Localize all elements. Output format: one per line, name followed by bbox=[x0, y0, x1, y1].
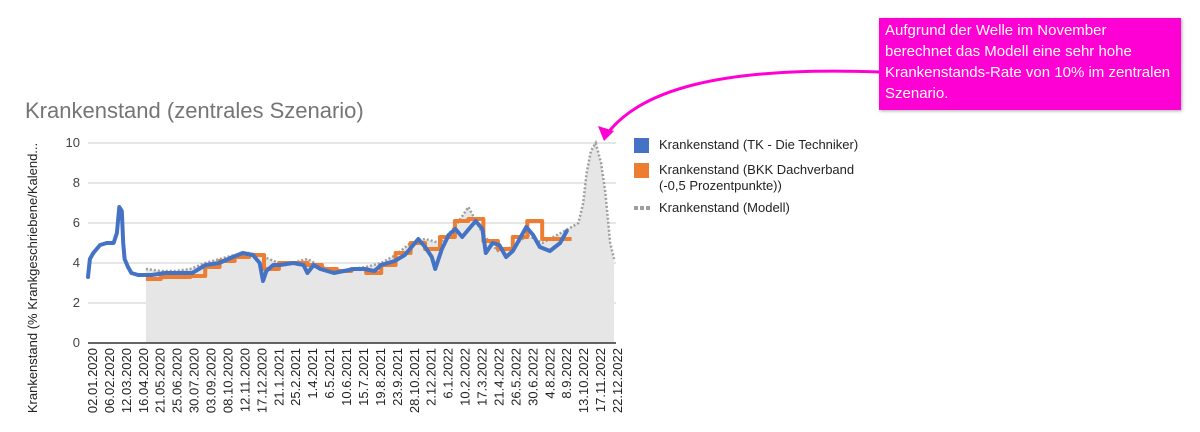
x-tick-label: 1.4.2021 bbox=[305, 348, 320, 399]
x-tick-label: 30.6.2022 bbox=[525, 348, 540, 406]
series-tk-line bbox=[86, 205, 569, 283]
x-tick-label: 25.2.2021 bbox=[288, 348, 303, 406]
legend-label-bkk: Krankenstand (BKK Dachverband (-0,5 Proz… bbox=[659, 162, 855, 193]
legend-label-modell: Krankenstand (Modell) bbox=[659, 200, 790, 215]
y-tick-label: 6 bbox=[73, 215, 80, 230]
x-tick-label: 10.6.2021 bbox=[339, 348, 354, 406]
x-tick-label: 8.9.2022 bbox=[559, 348, 574, 399]
x-tick-label: 02.01.2020 bbox=[85, 348, 100, 413]
x-tick-label: 19.8.2021 bbox=[373, 348, 388, 406]
x-tick-label: 26.5.2022 bbox=[508, 348, 523, 406]
y-tick-label: 4 bbox=[73, 255, 80, 270]
chart-title: Krankenstand (zentrales Szenario) bbox=[25, 98, 364, 123]
x-tick-label: 15.7.2021 bbox=[356, 348, 371, 406]
x-tick-label: 17.3.2022 bbox=[475, 348, 490, 406]
x-tick-label: 23.9.2021 bbox=[390, 348, 405, 406]
annotation-arrow-head bbox=[598, 126, 614, 141]
x-tick-label: 4.8.2022 bbox=[542, 348, 557, 399]
x-tick-label: 17.12.2020 bbox=[254, 348, 269, 413]
y-tick-label: 8 bbox=[73, 175, 80, 190]
x-tick-label: 21.1.2021 bbox=[271, 348, 286, 406]
annotation-arrow bbox=[598, 69, 881, 141]
x-tick-label: 28.10.2021 bbox=[407, 348, 422, 413]
x-tick-label: 10.2.2022 bbox=[458, 348, 473, 406]
x-tick-label: 2.12.2021 bbox=[424, 348, 439, 406]
y-axis-title: Krankenstand (% Krankgeschriebene/Kalend… bbox=[25, 143, 40, 413]
x-tick-label: 22.12.2022 bbox=[610, 348, 625, 413]
y-tick-label: 2 bbox=[73, 295, 80, 310]
annotation-callout: Aufgrund der Welle im November berechnet… bbox=[879, 18, 1181, 110]
x-tick-label: 6.1.2022 bbox=[441, 348, 456, 399]
x-tick-label: 25.06.2020 bbox=[170, 348, 185, 413]
x-tick-label: 21.05.2020 bbox=[153, 348, 168, 413]
y-tick-label: 10 bbox=[66, 135, 80, 150]
x-tick-label: 6.5.2021 bbox=[322, 348, 337, 399]
x-tick-label: 13.10.2022 bbox=[576, 348, 591, 413]
x-tick-label: 08.10.2020 bbox=[221, 348, 236, 413]
x-tick-label: 12.03.2020 bbox=[119, 348, 134, 413]
y-tick-label: 0 bbox=[73, 335, 80, 350]
series-modell bbox=[145, 139, 616, 343]
x-tick-label: 17.11.2022 bbox=[593, 348, 608, 412]
legend-swatch-modell bbox=[634, 206, 650, 210]
x-tick-labels: 02.01.2020 06.02.2020 12.03.2020 16.04.2020… bbox=[85, 348, 625, 413]
legend-label-tk: Krankenstand (TK - Die Techniker) bbox=[659, 137, 859, 152]
x-tick-label: 21.4.2022 bbox=[492, 348, 507, 406]
axes: 0 2 4 6 8 10 bbox=[66, 135, 616, 350]
x-tick-label: 16.04.2020 bbox=[136, 348, 151, 413]
series-modell-area bbox=[145, 143, 615, 343]
legend-swatch-tk bbox=[634, 138, 649, 153]
x-tick-label: 12.11.2020 bbox=[237, 348, 252, 412]
annotation-arrow-line bbox=[605, 69, 881, 135]
x-tick-label: 30.07.2020 bbox=[187, 348, 202, 413]
legend-swatch-bkk bbox=[634, 163, 649, 178]
x-tick-label: 03.09.2020 bbox=[204, 348, 219, 413]
series-tk bbox=[86, 205, 569, 283]
x-tick-label: 06.02.2020 bbox=[102, 348, 117, 413]
